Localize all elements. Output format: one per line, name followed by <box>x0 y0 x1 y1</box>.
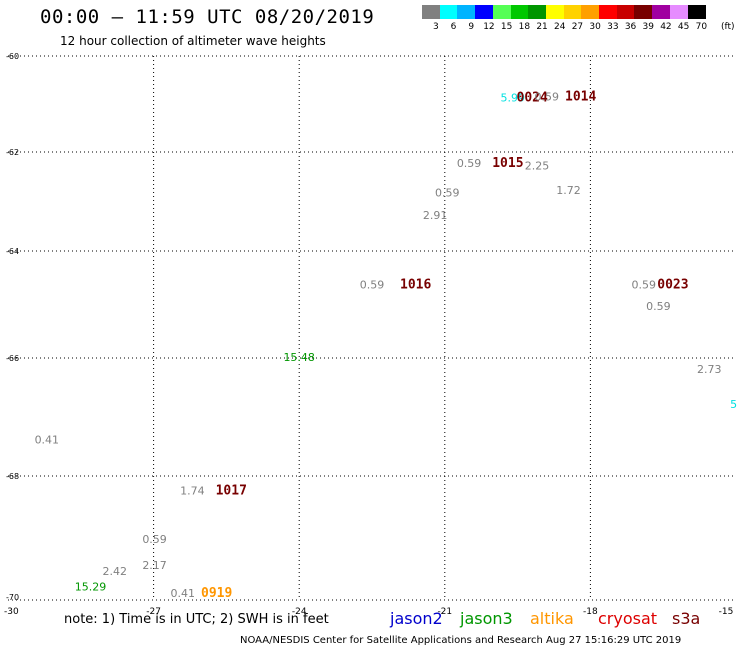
legend-bin-label: 15 <box>500 22 513 32</box>
y-tick-label: -66 <box>6 354 19 363</box>
legend-bin-label: 42 <box>660 22 672 32</box>
legend-bin-label: 33 <box>607 22 619 32</box>
wave-height-label: 15.29 <box>75 581 107 594</box>
x-tick-label: -27 <box>146 607 161 617</box>
legend-swatch <box>528 5 547 19</box>
credit-line: NOAA/NESDIS Center for Satellite Applica… <box>240 635 682 646</box>
wave-height-label: 2.73 <box>697 363 722 376</box>
x-tick-label: -24 <box>292 607 307 617</box>
satellite-label-jason2: jason2 <box>390 609 443 628</box>
time-label: 0919 <box>201 586 232 601</box>
wave-height-label: 1.72 <box>556 184 581 197</box>
time-label: 1014 <box>565 90 596 105</box>
footer-note: note: 1) Time is in UTC; 2) SWH is in fe… <box>64 612 329 627</box>
wave-height-label: 0.41 <box>35 434 60 447</box>
y-tick-label: -70 <box>6 593 19 602</box>
wave-height-label: 0.59 <box>534 91 559 104</box>
time-label: 0024 <box>517 91 548 106</box>
time-label: 1016 <box>400 277 431 292</box>
satellite-label-s3a: s3a <box>672 609 701 628</box>
wave-height-label: 0.59 <box>360 278 385 291</box>
legend-bin-label: 21 <box>536 22 548 32</box>
legend-bin-label: 36 <box>624 22 637 32</box>
legend-swatch <box>634 5 653 19</box>
time-label: 1015 <box>492 156 523 171</box>
wave-height-label: 1.74 <box>180 485 205 498</box>
wave-height-label: 0.41 <box>170 587 195 600</box>
y-tick-label: -64 <box>6 247 19 256</box>
legend-swatch <box>687 5 706 19</box>
legend-bin-label: 24 <box>554 22 566 32</box>
legend-bin-label: 12 <box>483 22 495 32</box>
legend-swatch <box>669 5 688 19</box>
legend-bin-label: 30 <box>589 22 601 32</box>
legend-swatch <box>581 5 600 19</box>
legend-bin-label: 18 <box>518 22 531 32</box>
legend-bin-label: 39 <box>642 22 654 32</box>
wave-height-label: 0.59 <box>457 157 482 170</box>
legend-swatch <box>492 5 511 19</box>
wave-height-label: 2.91 <box>423 209 448 222</box>
legend-bin-label: 3 <box>432 22 439 32</box>
y-tick-label: -62 <box>6 148 19 157</box>
wave-height-label: 0.59 <box>632 278 657 291</box>
legend-bin-label: 45 <box>677 22 690 32</box>
wave-height-label: 2.42 <box>103 565 128 578</box>
legend-swatch <box>563 5 582 19</box>
legend-swatch <box>599 5 618 19</box>
legend-swatch <box>545 5 565 19</box>
chart-title: 00:00 — 11:59 UTC 08/20/2019 <box>40 6 375 28</box>
x-tick-label: -30 <box>4 607 19 617</box>
y-tick-label: -60 <box>6 52 19 61</box>
legend-swatch <box>439 5 458 19</box>
legend-bin-label: 9 <box>468 22 475 32</box>
legend-swatch <box>510 5 529 19</box>
satellite-label-jason3: jason3 <box>460 609 513 628</box>
y-tick-label: -68 <box>6 472 19 481</box>
x-tick-label: -15 <box>719 607 734 617</box>
satellite-label-cryosat: cryosat <box>598 609 658 628</box>
wave-height-label: 2.25 <box>525 159 550 172</box>
legend-swatch <box>652 5 671 19</box>
legend-unit-label: (ft) <box>721 22 735 32</box>
wave-height-label: 0.59 <box>646 300 671 313</box>
legend-swatch <box>475 5 494 19</box>
time-label: 1017 <box>216 484 247 499</box>
x-tick-label: -21 <box>437 607 452 617</box>
legend-bin-label: 27 <box>571 22 584 32</box>
x-tick-label: -18 <box>583 607 598 617</box>
wave-height-label: 5.99 <box>500 92 525 105</box>
time-label: 0023 <box>657 277 688 292</box>
satellite-label-altika: altika <box>530 609 574 628</box>
wave-height-label: 0.59 <box>142 533 167 546</box>
wave-height-label: 15.48 <box>283 351 315 364</box>
legend-bin-label: 6 <box>450 22 457 32</box>
legend-bin-label: 70 <box>695 22 708 32</box>
chart-subtitle: 12 hour collection of altimeter wave hei… <box>60 34 326 48</box>
legend-swatch <box>616 5 635 19</box>
wave-height-label: 0.59 <box>435 187 460 200</box>
legend-swatch <box>457 5 476 19</box>
wave-height-label: 5 <box>730 398 737 411</box>
wave-height-label: 2.17 <box>142 559 167 572</box>
legend-swatch <box>422 5 441 19</box>
